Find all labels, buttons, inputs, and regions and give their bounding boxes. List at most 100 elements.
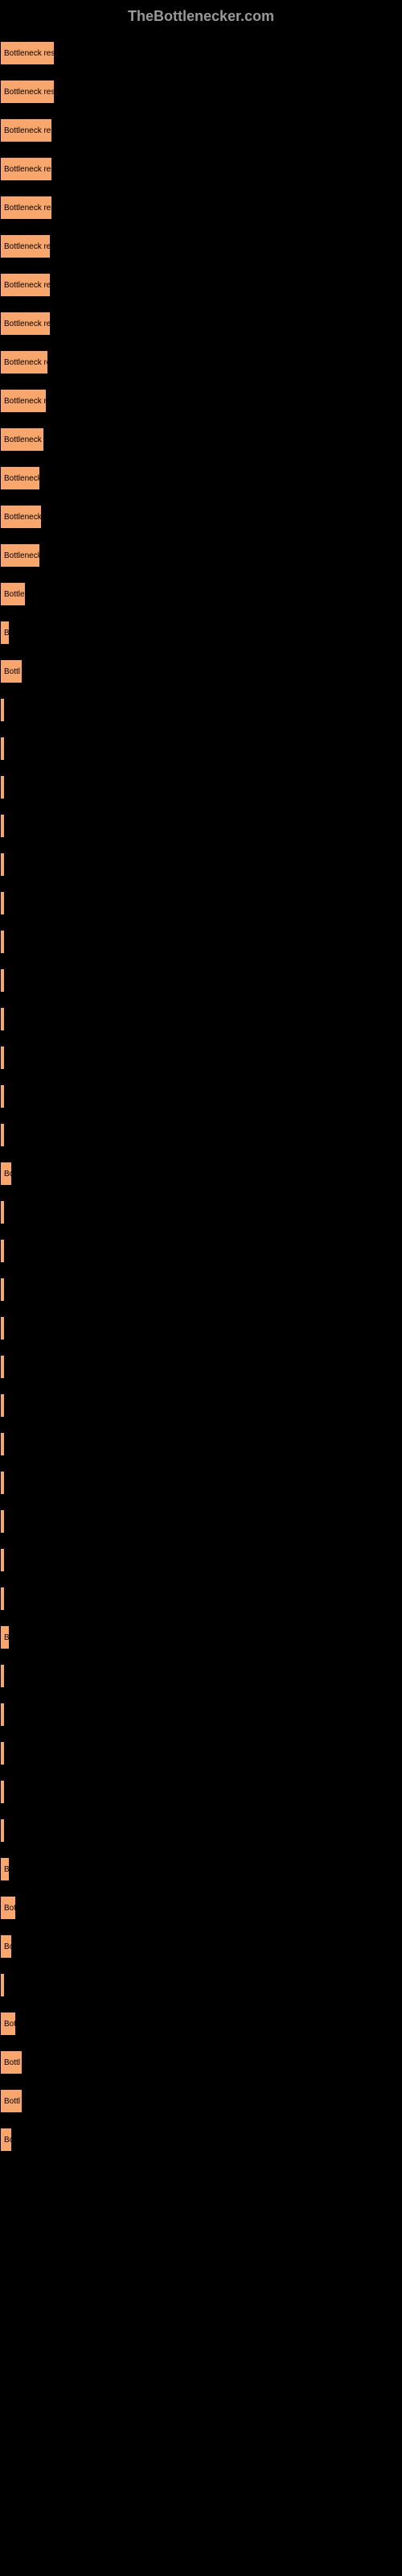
bar-row: Bottl — [0, 2089, 402, 2113]
bar: B — [0, 1857, 10, 1881]
bar-label: Bo — [4, 2136, 11, 2145]
bar — [0, 1278, 5, 1302]
bar-row: Bo — [0, 2128, 402, 2152]
bar-row — [0, 1587, 402, 1611]
bar — [0, 1664, 5, 1688]
bar-row: Bo — [0, 1162, 402, 1186]
bar — [0, 1316, 5, 1340]
bar-row: Bottleneck res — [0, 273, 402, 297]
bar: B — [0, 621, 10, 645]
bar: Bottleneck resu — [0, 80, 55, 104]
bar: Bottleneck re — [0, 427, 44, 452]
bar-row: Bottleneck re — [0, 427, 402, 452]
bar — [0, 1818, 5, 1843]
bar-label: B — [4, 1633, 9, 1642]
bar — [0, 1393, 5, 1418]
chart-container: Bottleneck resu Bottleneck resu Bottleneck… — [0, 33, 402, 2174]
bar — [0, 775, 5, 799]
bar-row — [0, 1509, 402, 1534]
bar-label: Bo — [4, 1170, 11, 1179]
bar — [0, 698, 5, 722]
bar — [0, 1780, 5, 1804]
bar: Bottleneck res — [0, 196, 52, 220]
bar: Bottleneck res — [0, 234, 51, 258]
bar: Bottl — [0, 659, 23, 683]
bar-label: Bottleneck re — [4, 397, 46, 406]
bar — [0, 1046, 5, 1070]
bar — [0, 1200, 5, 1224]
bar-label: Bottleneck — [4, 551, 39, 560]
bar — [0, 930, 5, 954]
bar-row — [0, 1355, 402, 1379]
bar-row — [0, 1084, 402, 1108]
bar-row: Bot — [0, 2012, 402, 2036]
bar-row — [0, 1200, 402, 1224]
bar-row — [0, 1703, 402, 1727]
bar-row: Bottleneck resu — [0, 80, 402, 104]
bar — [0, 1703, 5, 1727]
bar-row: Bottleneck res — [0, 312, 402, 336]
bar — [0, 968, 5, 993]
bar-row: Bottleneck c — [0, 505, 402, 529]
bar-label: B — [4, 1865, 9, 1874]
bar-row — [0, 1471, 402, 1495]
bar: Bottleneck res — [0, 312, 51, 336]
bar: Bottleneck res — [0, 273, 51, 297]
bar-label: Bot — [4, 2020, 15, 2029]
bar: Bottleneck res — [0, 157, 52, 181]
bar-row: Bottleneck res — [0, 196, 402, 220]
bar-label: Bottleneck c — [4, 513, 41, 522]
bar: Bottleneck re — [0, 389, 47, 413]
bar-label: Bottleneck res — [4, 126, 51, 135]
bar-label: Bottleneck res — [4, 204, 51, 213]
bar-row: B — [0, 1625, 402, 1649]
bar-label: B — [4, 629, 9, 638]
bar: Bottleneck re — [0, 350, 48, 374]
bar-row — [0, 1741, 402, 1765]
bar-label: Bot — [4, 1904, 15, 1913]
bar-label: Bottleneck resu — [4, 88, 54, 97]
bar-label: Bottleneck res — [4, 165, 51, 174]
bar — [0, 814, 5, 838]
bar: B — [0, 1625, 10, 1649]
bar-row: Bottler — [0, 582, 402, 606]
bar-label: Bottleneck re — [4, 436, 43, 444]
bar-row — [0, 737, 402, 761]
site-header: TheBottlenecker.com — [0, 0, 402, 33]
bar-row: B — [0, 621, 402, 645]
bar-row: Bottleneck res — [0, 157, 402, 181]
bar-row: Bottleneck — [0, 543, 402, 568]
bar: Bottleneck resu — [0, 41, 55, 65]
bar-label: Bottleneck res — [4, 281, 50, 290]
bar-row — [0, 1007, 402, 1031]
bar-row — [0, 1316, 402, 1340]
bar: Bo — [0, 1934, 12, 1959]
bar — [0, 891, 5, 915]
bar: Bottler — [0, 582, 26, 606]
bar-row: Bottleneck resu — [0, 41, 402, 65]
bar-label: Bottler — [4, 590, 25, 599]
bar — [0, 852, 5, 877]
bar-label: Bottleneck res — [4, 242, 50, 251]
bar-row — [0, 1278, 402, 1302]
bar — [0, 1432, 5, 1456]
bar: Bot — [0, 2012, 16, 2036]
bar-row — [0, 1548, 402, 1572]
bar-row — [0, 1818, 402, 1843]
bar — [0, 1355, 5, 1379]
bar-label: Bo — [4, 1942, 11, 1951]
bar-label: Bottl — [4, 2097, 20, 2106]
bar-label: Bottleneck res — [4, 320, 50, 328]
bar: Bottleneck c — [0, 505, 42, 529]
bar — [0, 1587, 5, 1611]
bar: Bottleneck res — [0, 118, 52, 142]
bar-row: B — [0, 1857, 402, 1881]
bar-row — [0, 1780, 402, 1804]
bar-label: Bottl — [4, 667, 20, 676]
bar: Bo — [0, 2128, 12, 2152]
bar — [0, 1123, 5, 1147]
bar: Bot — [0, 1896, 16, 1920]
bar-row — [0, 1123, 402, 1147]
bar-row: Bottl — [0, 659, 402, 683]
bar-row — [0, 1046, 402, 1070]
